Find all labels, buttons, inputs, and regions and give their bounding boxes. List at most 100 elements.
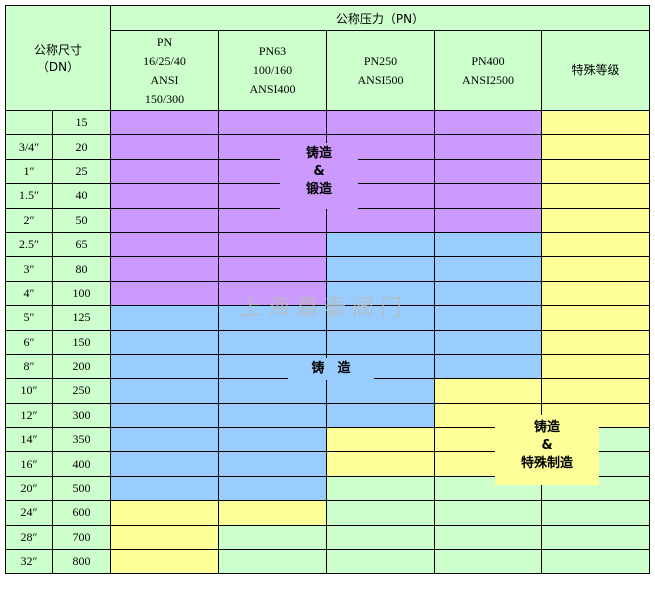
availability-cell [434,280,542,307]
label-line: & [313,164,325,179]
availability-cell [434,549,542,575]
availability-cell [434,134,542,160]
label-line: 铸造 [533,420,560,435]
pressure-class-line: PN63 [258,44,287,58]
availability-cell [434,353,542,380]
size-inch-cell [5,109,53,136]
availability-cell [434,256,542,282]
availability-cell [110,427,219,453]
label-cast-forged: 铸造 & 锻造 [280,143,358,209]
availability-cell [218,451,327,477]
size-inch-cell: 2″ [5,207,53,233]
pressure-class-line: 150/300 [144,91,185,106]
pressure-class-line: PN400 [471,53,505,68]
valve-spec-table: 公称尺寸 （DN） 公称压力（PN） PN 16/25/40 ANSI 150/300 P… [5,5,650,575]
pressure-class-line: 100/160 [252,63,293,77]
table-row: 15 [5,109,650,136]
size-inch-cell: 32″ [5,549,53,575]
nominal-size-header: 公称尺寸 （DN） [5,5,111,111]
size-inch-cell: 24″ [5,500,53,526]
availability-cell [326,256,435,282]
availability-cell [434,378,542,404]
label-line: 锻造 [305,182,332,197]
availability-cell [110,524,219,551]
availability-cell [434,500,542,526]
availability-cell [434,207,542,233]
availability-cell [218,305,327,331]
size-dn-cell: 350 [52,427,111,453]
table-row: 24″ 600 [5,500,650,526]
pressure-class-line: ANSI500 [357,72,404,87]
availability-cell [218,500,327,526]
availability-cell [110,500,219,526]
availability-cell [218,549,327,575]
availability-cell [218,378,327,404]
availability-cell [218,329,327,355]
pressure-class-line: 16/25/40 [143,53,186,68]
availability-cell [434,231,542,258]
size-inch-cell: 3″ [5,256,53,282]
availability-cell [218,475,327,502]
availability-cell [541,524,650,551]
availability-cell [326,549,435,575]
pressure-class-header: PN 16/25/40 ANSI 150/300 [110,30,219,111]
label-line: & [541,438,553,453]
availability-cell [326,451,435,477]
size-dn-cell: 700 [52,524,111,551]
availability-cell [110,475,219,502]
size-dn-cell: 15 [52,109,111,136]
size-inch-cell: 20″ [5,475,53,502]
size-dn-cell: 150 [52,329,111,355]
availability-cell [434,183,542,209]
pressure-class-line: ANSI2500 [461,72,514,87]
availability-cell [110,109,219,136]
size-dn-cell: 40 [52,183,111,209]
availability-cell [110,231,219,258]
availability-cell [218,402,327,429]
size-inch-cell: 28″ [5,524,53,551]
size-unit: （DN） [36,60,80,74]
table-row: 6″ 150 [5,329,650,355]
size-dn-cell: 25 [52,158,111,185]
availability-cell [326,402,435,429]
size-inch-cell: 14″ [5,427,53,453]
size-dn-cell: 125 [52,305,111,331]
size-dn-cell: 65 [52,231,111,258]
pressure-class-header: PN250 ANSI500 [326,30,435,111]
table-row: 5″ 125 [5,305,650,331]
pressure-class-header: 特殊等级 [541,30,650,111]
availability-cell [110,549,219,575]
availability-cell [110,451,219,477]
availability-cell [326,305,435,331]
size-dn-cell: 500 [52,475,111,502]
size-dn-cell: 400 [52,451,111,477]
size-inch-cell: 3/4″ [5,134,53,160]
availability-cell [541,305,650,331]
availability-cell [218,231,327,258]
availability-cell [218,524,327,551]
availability-cell [110,402,219,429]
availability-cell [326,475,435,502]
size-dn-cell: 600 [52,500,111,526]
availability-cell [110,256,219,282]
availability-cell [326,109,435,136]
label-cast: 铸 造 [288,358,374,380]
size-inch-cell: 12″ [5,402,53,429]
availability-cell [326,427,435,453]
availability-cell [326,524,435,551]
size-inch-cell: 1″ [5,158,53,185]
availability-cell [434,158,542,185]
table-row: 28″ 700 [5,524,650,551]
availability-cell [218,280,327,307]
availability-cell [110,183,219,209]
availability-cell [541,158,650,185]
pressure-class-header: PN63 100/160 ANSI400 [218,30,327,111]
availability-cell [110,353,219,380]
availability-cell [541,549,650,575]
availability-cell [541,231,650,258]
availability-cell [326,500,435,526]
table-row: 2″ 50 [5,207,650,233]
size-dn-cell: 80 [52,256,111,282]
table-row: 4″ 100 [5,280,650,307]
size-inch-cell: 10″ [5,378,53,404]
